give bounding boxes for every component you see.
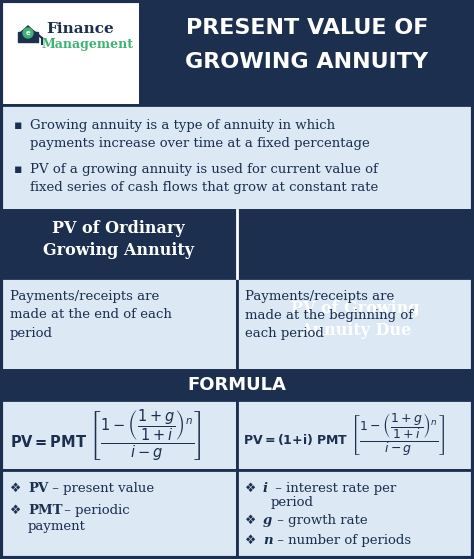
Text: ❖: ❖ [245, 482, 256, 495]
Text: payment: payment [28, 520, 86, 533]
Text: ❖: ❖ [10, 482, 21, 495]
Polygon shape [18, 32, 38, 42]
Text: $\mathbf{PV = PMT}\ \left[\dfrac{1-\left(\dfrac{1+g}{1+i}\right)^{n}}{i-g}\right: $\mathbf{PV = PMT}\ \left[\dfrac{1-\left… [10, 408, 202, 462]
Text: PRESENT VALUE OF: PRESENT VALUE OF [186, 18, 428, 38]
Text: Payments/receipts are
made at the beginning of
each period: Payments/receipts are made at the beginn… [245, 290, 413, 340]
Text: ▪: ▪ [14, 163, 22, 176]
Text: $\mathbf{PV=(1{+}i)\ PMT}\ \left[\dfrac{1-\left(\dfrac{1+g}{1+i}\right)^{n}}{i-g: $\mathbf{PV=(1{+}i)\ PMT}\ \left[\dfrac{… [243, 411, 445, 458]
Text: – present value: – present value [48, 482, 154, 495]
Text: period: period [271, 496, 314, 509]
Text: – growth rate: – growth rate [273, 514, 368, 527]
Bar [0, 105, 474, 210]
Text: PMT: PMT [28, 504, 63, 517]
Text: FORMULA: FORMULA [188, 376, 286, 394]
Text: ▪: ▪ [14, 119, 22, 132]
Bar [0, 0, 140, 105]
Text: Growing annuity is a type of annuity in which
payments increase over time at a f: Growing annuity is a type of annuity in … [30, 119, 370, 149]
Text: PV: PV [28, 482, 48, 495]
Text: Payments/receipts are
made at the end of each
period: Payments/receipts are made at the end of… [10, 290, 172, 340]
Bar [237, 210, 474, 278]
Bar [0, 470, 237, 559]
Text: – number of periods: – number of periods [273, 534, 411, 547]
Bar [140, 0, 474, 105]
Text: Finance: Finance [46, 22, 114, 36]
Text: ❖: ❖ [245, 514, 256, 527]
Text: e: e [26, 30, 30, 36]
Text: i: i [263, 482, 268, 495]
Text: – periodic: – periodic [60, 504, 129, 517]
Text: PV of a growing annuity is used for current value of
fixed series of cash flows : PV of a growing annuity is used for curr… [30, 163, 378, 193]
Text: – interest rate per: – interest rate per [271, 482, 396, 495]
Text: g: g [263, 514, 272, 527]
Bar [237, 278, 474, 370]
Bar [0, 278, 237, 370]
Text: ❖: ❖ [245, 534, 256, 547]
Text: n: n [263, 534, 273, 547]
Bar [0, 400, 237, 470]
Text: PV of Ordinary
Growing Annuity: PV of Ordinary Growing Annuity [43, 220, 194, 259]
Text: ❖: ❖ [10, 504, 21, 517]
Text: GROWING ANNUITY: GROWING ANNUITY [185, 52, 428, 72]
Circle shape [23, 28, 33, 38]
Bar [0, 210, 237, 278]
Polygon shape [20, 26, 36, 40]
Text: Management: Management [42, 38, 134, 51]
Text: PV of Growing
Annuity Due: PV of Growing Annuity Due [291, 300, 420, 339]
Bar [237, 470, 474, 559]
Bar [0, 370, 474, 400]
Bar [237, 400, 474, 470]
